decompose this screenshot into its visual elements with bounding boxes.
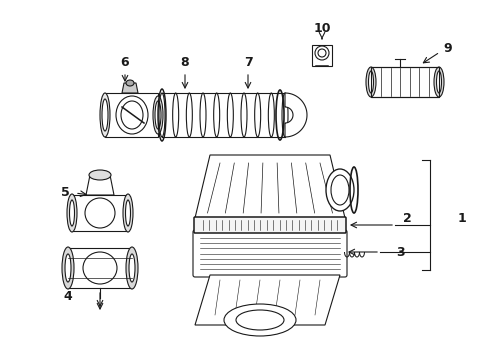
Ellipse shape (125, 200, 130, 226)
Text: 3: 3 (396, 246, 404, 258)
Ellipse shape (123, 194, 133, 232)
Ellipse shape (437, 71, 441, 93)
Text: 6: 6 (121, 55, 129, 68)
Ellipse shape (67, 194, 77, 232)
Ellipse shape (126, 247, 138, 289)
Ellipse shape (326, 169, 354, 211)
Ellipse shape (155, 101, 161, 129)
Ellipse shape (129, 254, 135, 282)
Ellipse shape (65, 254, 71, 282)
Text: 2: 2 (403, 211, 412, 225)
Polygon shape (312, 45, 332, 66)
Ellipse shape (116, 96, 148, 134)
Ellipse shape (366, 67, 376, 97)
Polygon shape (195, 275, 340, 325)
Ellipse shape (62, 247, 74, 289)
Ellipse shape (153, 96, 163, 134)
Text: 5: 5 (61, 186, 70, 199)
Text: 9: 9 (443, 41, 452, 54)
Ellipse shape (121, 101, 143, 129)
Polygon shape (371, 67, 439, 97)
FancyBboxPatch shape (193, 230, 347, 277)
Polygon shape (68, 248, 132, 288)
Ellipse shape (315, 46, 329, 60)
Ellipse shape (368, 71, 373, 93)
Polygon shape (86, 175, 114, 195)
Polygon shape (72, 195, 128, 231)
Text: 1: 1 (458, 211, 466, 225)
Ellipse shape (224, 304, 296, 336)
Polygon shape (285, 93, 307, 137)
Ellipse shape (126, 80, 134, 86)
Polygon shape (122, 83, 138, 93)
Ellipse shape (89, 170, 111, 180)
Ellipse shape (102, 99, 108, 131)
Ellipse shape (70, 200, 74, 226)
Text: 10: 10 (313, 22, 331, 35)
Polygon shape (195, 155, 345, 218)
Text: 7: 7 (244, 55, 252, 68)
FancyBboxPatch shape (194, 217, 346, 233)
Ellipse shape (100, 93, 110, 137)
Text: 4: 4 (64, 289, 73, 302)
Text: 8: 8 (181, 55, 189, 68)
Ellipse shape (434, 67, 444, 97)
Polygon shape (105, 93, 158, 137)
